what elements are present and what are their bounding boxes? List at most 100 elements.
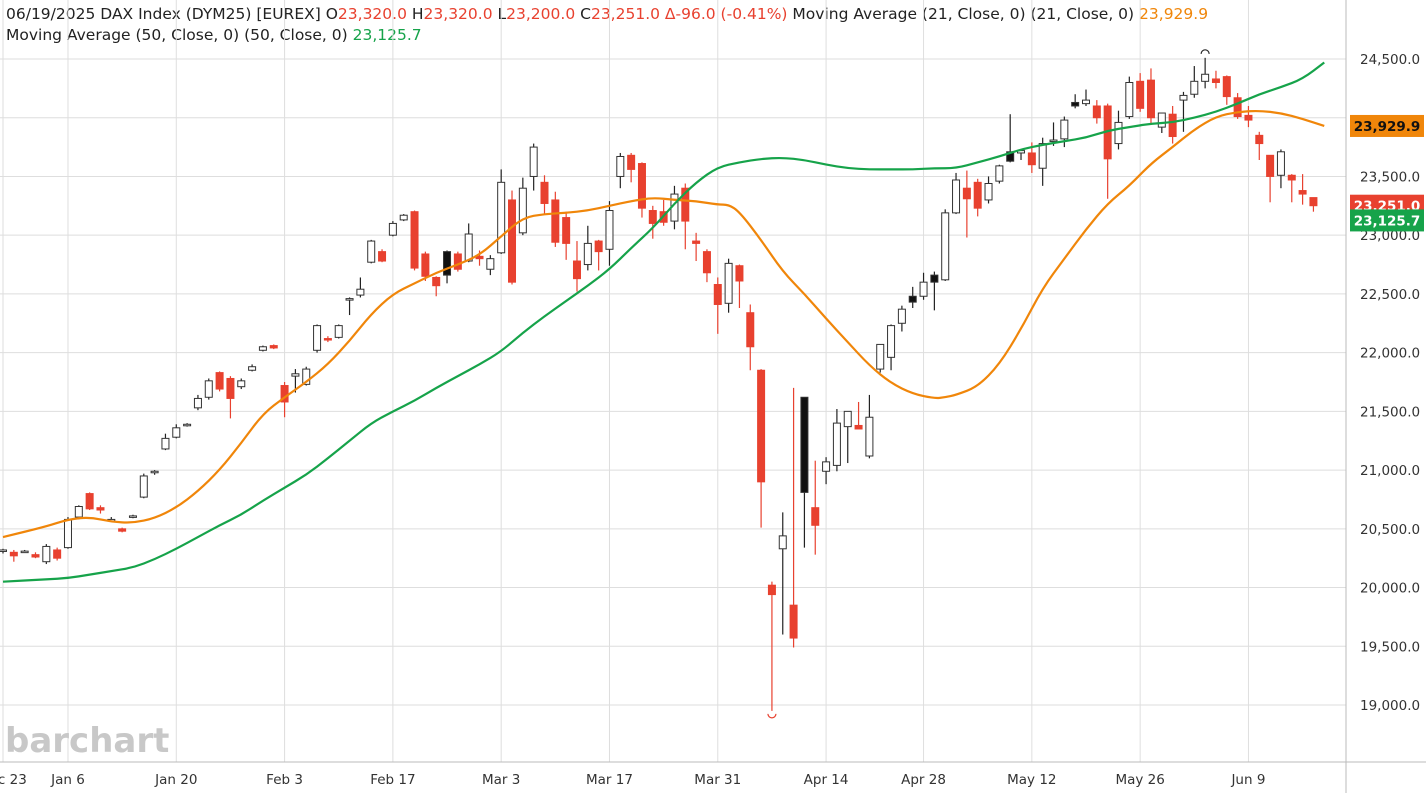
candle-body	[1146, 79, 1155, 119]
candle-body	[713, 284, 722, 305]
candle	[20, 549, 29, 554]
y-tick-label: 20,500.0	[1360, 522, 1420, 538]
candle	[421, 251, 430, 281]
candle	[800, 396, 809, 548]
candle	[42, 544, 51, 565]
candle-body	[183, 423, 192, 427]
candle	[832, 409, 841, 472]
candle	[713, 277, 722, 334]
candle	[248, 364, 257, 372]
candle-body	[150, 470, 159, 474]
candle	[0, 548, 7, 554]
candle-body	[919, 281, 928, 297]
y-tick-label: 23,000.0	[1360, 228, 1420, 244]
header-ma50-params: (50, Close, 0)	[244, 26, 348, 44]
candle-body	[572, 260, 581, 280]
candle-body	[1082, 99, 1090, 105]
candle-body	[161, 437, 170, 450]
candle	[1309, 197, 1318, 212]
header-date: 06/19/2025	[6, 5, 96, 23]
ma21-last-tag: 23,929.9	[1350, 114, 1424, 137]
candle-body	[345, 298, 354, 301]
candle	[399, 214, 408, 222]
x-tick-label: Mar 31	[694, 772, 741, 788]
candle-body	[193, 397, 202, 409]
candle-body	[648, 210, 657, 224]
tag-label: 23,929.9	[1354, 119, 1421, 135]
tag-box	[1350, 209, 1424, 232]
x-axis: Dec 23 Jan 6 Jan 20 Feb 3 Feb 17 Mar 3 Mar 17 M…	[0, 772, 1265, 788]
candle-body	[9, 551, 18, 557]
candle-body	[627, 154, 636, 170]
tag-label: 23,125.7	[1354, 213, 1421, 229]
y-tick-label: 21,000.0	[1360, 463, 1420, 479]
candle	[984, 176, 993, 204]
candle-body	[410, 211, 419, 269]
candle-body	[172, 427, 181, 438]
barchart-watermark: barchart	[5, 721, 169, 761]
header-open: 23,320.0	[337, 5, 407, 23]
header-close-label: C	[580, 5, 591, 23]
candle-body	[984, 183, 993, 201]
header-ma21-label: Moving Average (21, Close, 0)	[792, 5, 1026, 23]
candle-body	[594, 240, 603, 253]
candlesticks	[0, 49, 1318, 719]
candle-body	[42, 545, 51, 563]
candle-body	[1168, 113, 1177, 138]
candle	[150, 470, 159, 475]
header-ma50-value: 23,125.7	[352, 26, 422, 44]
candle	[648, 205, 657, 239]
y-tick-label: 23,500.0	[1360, 169, 1420, 185]
candle-body	[767, 584, 776, 596]
candle	[876, 343, 885, 373]
candle-body	[681, 187, 690, 222]
moving-averages	[2, 61, 1325, 583]
candle-body	[486, 258, 495, 270]
candle-body	[1049, 139, 1058, 143]
candle	[897, 305, 906, 332]
y-tick-label: 22,500.0	[1360, 287, 1420, 303]
candle-body	[865, 416, 874, 457]
header-close: 23,251.0	[590, 5, 660, 23]
candle-body	[1211, 78, 1220, 83]
candle-body	[118, 528, 127, 532]
candle	[941, 209, 950, 281]
candle-body	[269, 345, 278, 349]
candle-body	[432, 276, 441, 287]
candle	[778, 512, 787, 635]
candle-body	[85, 493, 94, 510]
candle	[1136, 73, 1145, 112]
candle	[378, 249, 387, 263]
candle	[919, 272, 928, 300]
candle	[193, 394, 202, 411]
ma21-line	[2, 109, 1325, 539]
candle	[204, 378, 213, 400]
candle	[1125, 76, 1134, 119]
candle	[74, 505, 83, 520]
candle	[1071, 94, 1080, 109]
y-axis: 19,000.0 19,500.0 20,000.0 20,500.0 21,000.0…	[1360, 52, 1420, 714]
candle	[508, 190, 517, 285]
candle-body	[529, 146, 538, 177]
candle	[518, 177, 527, 236]
candle-body	[237, 380, 246, 388]
candle-body	[421, 253, 430, 277]
candle-body	[1071, 101, 1080, 107]
x-tick-label: Mar 17	[586, 772, 633, 788]
header-open-label: O	[325, 5, 338, 23]
candle	[962, 170, 971, 238]
candle	[1190, 66, 1199, 98]
candle-body	[605, 210, 614, 250]
candle	[1287, 174, 1296, 203]
header-high: 23,320.0	[423, 5, 493, 23]
candle	[345, 297, 354, 316]
x-tick-label: Feb 17	[370, 772, 415, 788]
candle	[464, 223, 473, 263]
candle-body	[540, 181, 549, 204]
candle-body	[551, 199, 560, 243]
candle	[269, 344, 278, 350]
candle-body	[973, 181, 982, 209]
x-tick-label: Dec 23	[0, 772, 27, 788]
candle	[1266, 154, 1275, 203]
